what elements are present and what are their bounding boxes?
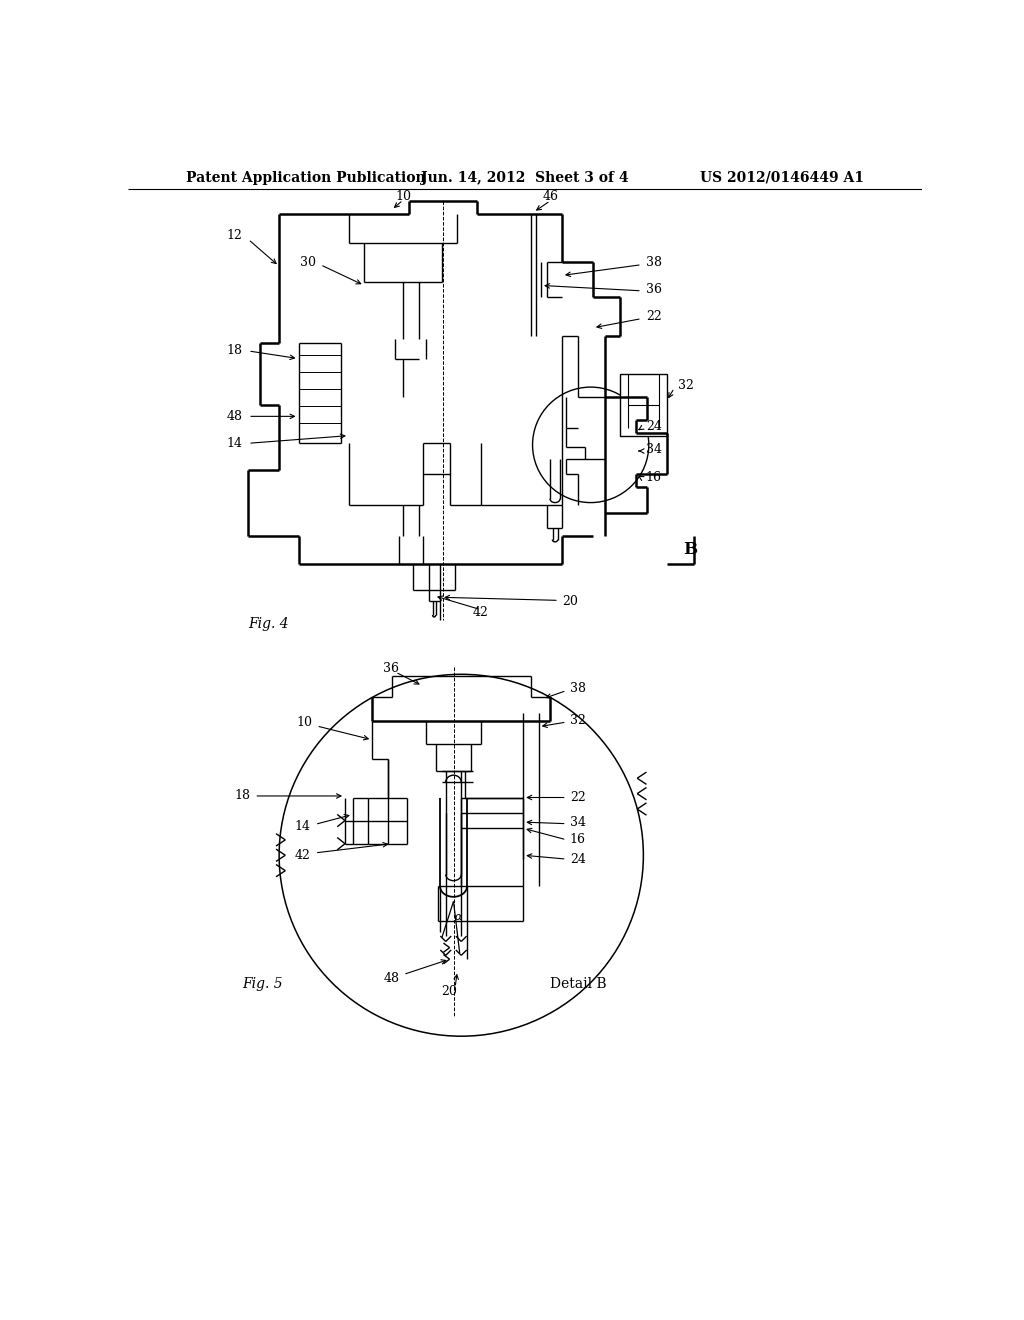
Text: 18: 18 <box>226 345 243 358</box>
Text: B: B <box>683 541 697 558</box>
Text: 38: 38 <box>646 256 662 269</box>
Text: 16: 16 <box>569 833 586 846</box>
Text: 22: 22 <box>569 791 586 804</box>
Text: 10: 10 <box>395 190 411 203</box>
Bar <box>621 374 667 436</box>
Text: 48: 48 <box>226 409 243 422</box>
Text: Detail B: Detail B <box>550 977 607 991</box>
Text: 24: 24 <box>569 853 586 866</box>
Text: 20: 20 <box>441 985 458 998</box>
Text: Fig. 5: Fig. 5 <box>243 977 284 991</box>
Text: 18: 18 <box>234 789 251 803</box>
Text: 12: 12 <box>227 228 243 242</box>
Text: 42: 42 <box>295 849 311 862</box>
Text: US 2012/0146449 A1: US 2012/0146449 A1 <box>700 170 864 185</box>
Text: Patent Application Publication: Patent Application Publication <box>186 170 426 185</box>
Text: 36: 36 <box>384 661 399 675</box>
Text: 22: 22 <box>646 310 662 323</box>
Text: 30: 30 <box>300 256 315 269</box>
Text: Jun. 14, 2012  Sheet 3 of 4: Jun. 14, 2012 Sheet 3 of 4 <box>421 170 629 185</box>
Text: 36: 36 <box>646 282 662 296</box>
Text: 20: 20 <box>562 594 578 607</box>
Text: $\alpha$: $\alpha$ <box>454 912 463 921</box>
Text: 14: 14 <box>295 820 311 833</box>
Text: 34: 34 <box>646 444 662 455</box>
Text: 32: 32 <box>569 714 586 727</box>
Text: 46: 46 <box>543 190 558 203</box>
Text: Fig. 4: Fig. 4 <box>248 618 289 631</box>
Text: 34: 34 <box>569 816 586 829</box>
Text: 14: 14 <box>226 437 243 450</box>
Text: 32: 32 <box>678 379 694 392</box>
Text: 48: 48 <box>384 972 399 985</box>
Text: 16: 16 <box>646 471 662 484</box>
Text: 24: 24 <box>646 420 662 433</box>
Text: 38: 38 <box>569 681 586 694</box>
Text: 42: 42 <box>473 606 488 619</box>
Text: 10: 10 <box>297 717 312 730</box>
